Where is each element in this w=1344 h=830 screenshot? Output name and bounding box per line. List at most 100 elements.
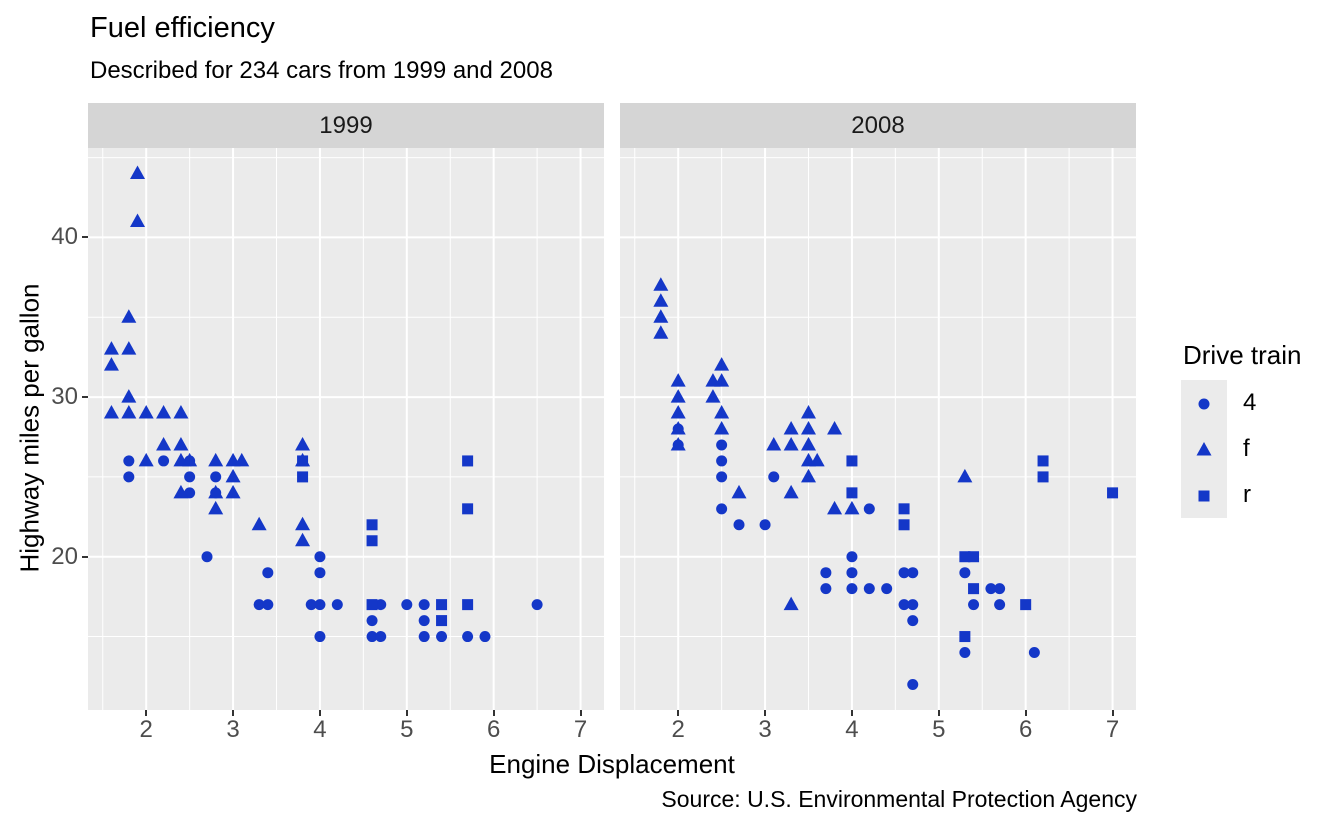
circle-glyph <box>1198 398 1210 410</box>
data-point-triangle <box>827 500 843 515</box>
data-point-triangle <box>208 500 224 515</box>
data-point-triangle <box>234 452 250 467</box>
data-point-square <box>968 583 980 595</box>
data-point-square <box>1107 487 1119 499</box>
data-point-circle <box>959 567 971 579</box>
data-point-circle <box>907 567 919 579</box>
data-point-circle <box>253 599 265 611</box>
data-point-triangle <box>295 516 311 531</box>
legend-key-label: r <box>1243 481 1251 508</box>
data-point-triangle <box>783 484 799 499</box>
data-point-circle <box>123 471 135 483</box>
x-tick-mark <box>492 710 495 716</box>
data-point-circle <box>846 551 858 563</box>
data-point-circle <box>314 599 326 611</box>
data-point-triangle <box>173 436 189 451</box>
facet-strip-label: 2008 <box>851 111 905 139</box>
scatter-svg-1999 <box>88 148 604 710</box>
data-point-circle <box>898 599 910 611</box>
data-point-square <box>462 503 474 515</box>
data-point-triangle <box>121 309 137 323</box>
data-point-triangle <box>844 500 860 515</box>
data-point-circle <box>210 471 222 483</box>
x-tick-mark <box>677 710 680 716</box>
x-tick-label: 7 <box>573 716 588 743</box>
data-point-circle <box>907 615 919 627</box>
data-point-circle <box>863 583 875 595</box>
x-tick-label: 7 <box>1105 716 1120 743</box>
x-tick-mark <box>145 710 148 716</box>
data-point-triangle <box>783 421 799 435</box>
data-point-triangle <box>138 405 154 419</box>
data-point-square <box>968 551 980 563</box>
square-glyph <box>1198 490 1210 502</box>
data-point-triangle <box>705 389 721 403</box>
data-point-triangle <box>182 452 198 467</box>
data-point-circle <box>366 615 378 627</box>
legend-key-row-r: r <box>1181 472 1256 518</box>
data-point-triangle <box>173 484 189 499</box>
plot-title: Fuel efficiency <box>90 12 275 44</box>
data-point-square <box>462 455 474 467</box>
data-point-triangle <box>783 436 799 451</box>
data-point-triangle <box>766 436 782 451</box>
data-point-triangle <box>208 452 224 467</box>
data-point-square <box>1020 599 1032 611</box>
data-point-circle <box>898 567 910 579</box>
data-point-triangle <box>103 357 119 371</box>
data-point-triangle <box>295 532 311 547</box>
data-point-circle <box>331 599 343 611</box>
legend-key-label: 4 <box>1243 389 1257 416</box>
legend-key-row-f: f <box>1181 426 1256 472</box>
data-point-triangle <box>156 436 172 451</box>
plot-subtitle: Described for 234 cars from 1999 and 200… <box>90 57 553 84</box>
y-tick-mark <box>82 555 88 558</box>
data-point-circle <box>1198 398 1210 410</box>
facet-panel-2008 <box>620 148 1136 710</box>
data-point-circle <box>375 631 387 643</box>
data-point-triangle <box>138 452 154 467</box>
data-point-circle <box>314 567 326 579</box>
data-point-triangle <box>827 421 843 435</box>
data-point-triangle <box>670 389 686 403</box>
legend-title: Drive train <box>1183 340 1302 370</box>
data-point-square <box>846 455 858 467</box>
data-point-circle <box>462 631 474 643</box>
data-point-circle <box>531 599 543 611</box>
data-point-circle <box>994 583 1006 595</box>
data-point-circle <box>314 551 326 563</box>
facet-strip-label: 1999 <box>319 111 373 139</box>
x-tick-mark <box>405 710 408 716</box>
data-point-triangle <box>653 277 669 291</box>
x-tick-label: 3 <box>226 716 240 743</box>
data-point-circle <box>716 471 728 483</box>
data-point-triangle <box>670 373 686 387</box>
data-point-circle <box>418 631 430 643</box>
legend-key-row-4: 4 <box>1181 380 1256 426</box>
x-tick-mark <box>764 710 767 716</box>
data-point-triangle <box>121 405 137 419</box>
x-tick-mark <box>1024 710 1027 716</box>
x-tick-label: 5 <box>932 716 946 743</box>
circle-glyph-icon <box>1181 380 1227 426</box>
facet-strip-2008: 2008 <box>620 103 1136 148</box>
data-point-circle <box>375 599 387 611</box>
data-point-circle <box>907 678 919 690</box>
data-point-triangle <box>801 436 817 451</box>
data-point-circle <box>366 631 378 643</box>
x-tick-label: 2 <box>671 716 685 743</box>
data-point-triangle <box>251 516 267 531</box>
data-point-triangle <box>295 436 311 451</box>
data-point-square <box>297 471 309 483</box>
data-point-triangle <box>173 405 189 419</box>
facet-panel-1999 <box>88 148 604 710</box>
data-point-square <box>366 519 378 531</box>
data-point-circle <box>863 503 875 515</box>
data-point-circle <box>759 519 771 531</box>
x-tick-label: 4 <box>313 716 327 743</box>
square-glyph-icon <box>1181 472 1227 518</box>
data-point-circle <box>401 599 413 611</box>
data-point-square <box>1037 455 1049 467</box>
data-point-circle <box>716 439 728 451</box>
x-tick-mark <box>937 710 940 716</box>
